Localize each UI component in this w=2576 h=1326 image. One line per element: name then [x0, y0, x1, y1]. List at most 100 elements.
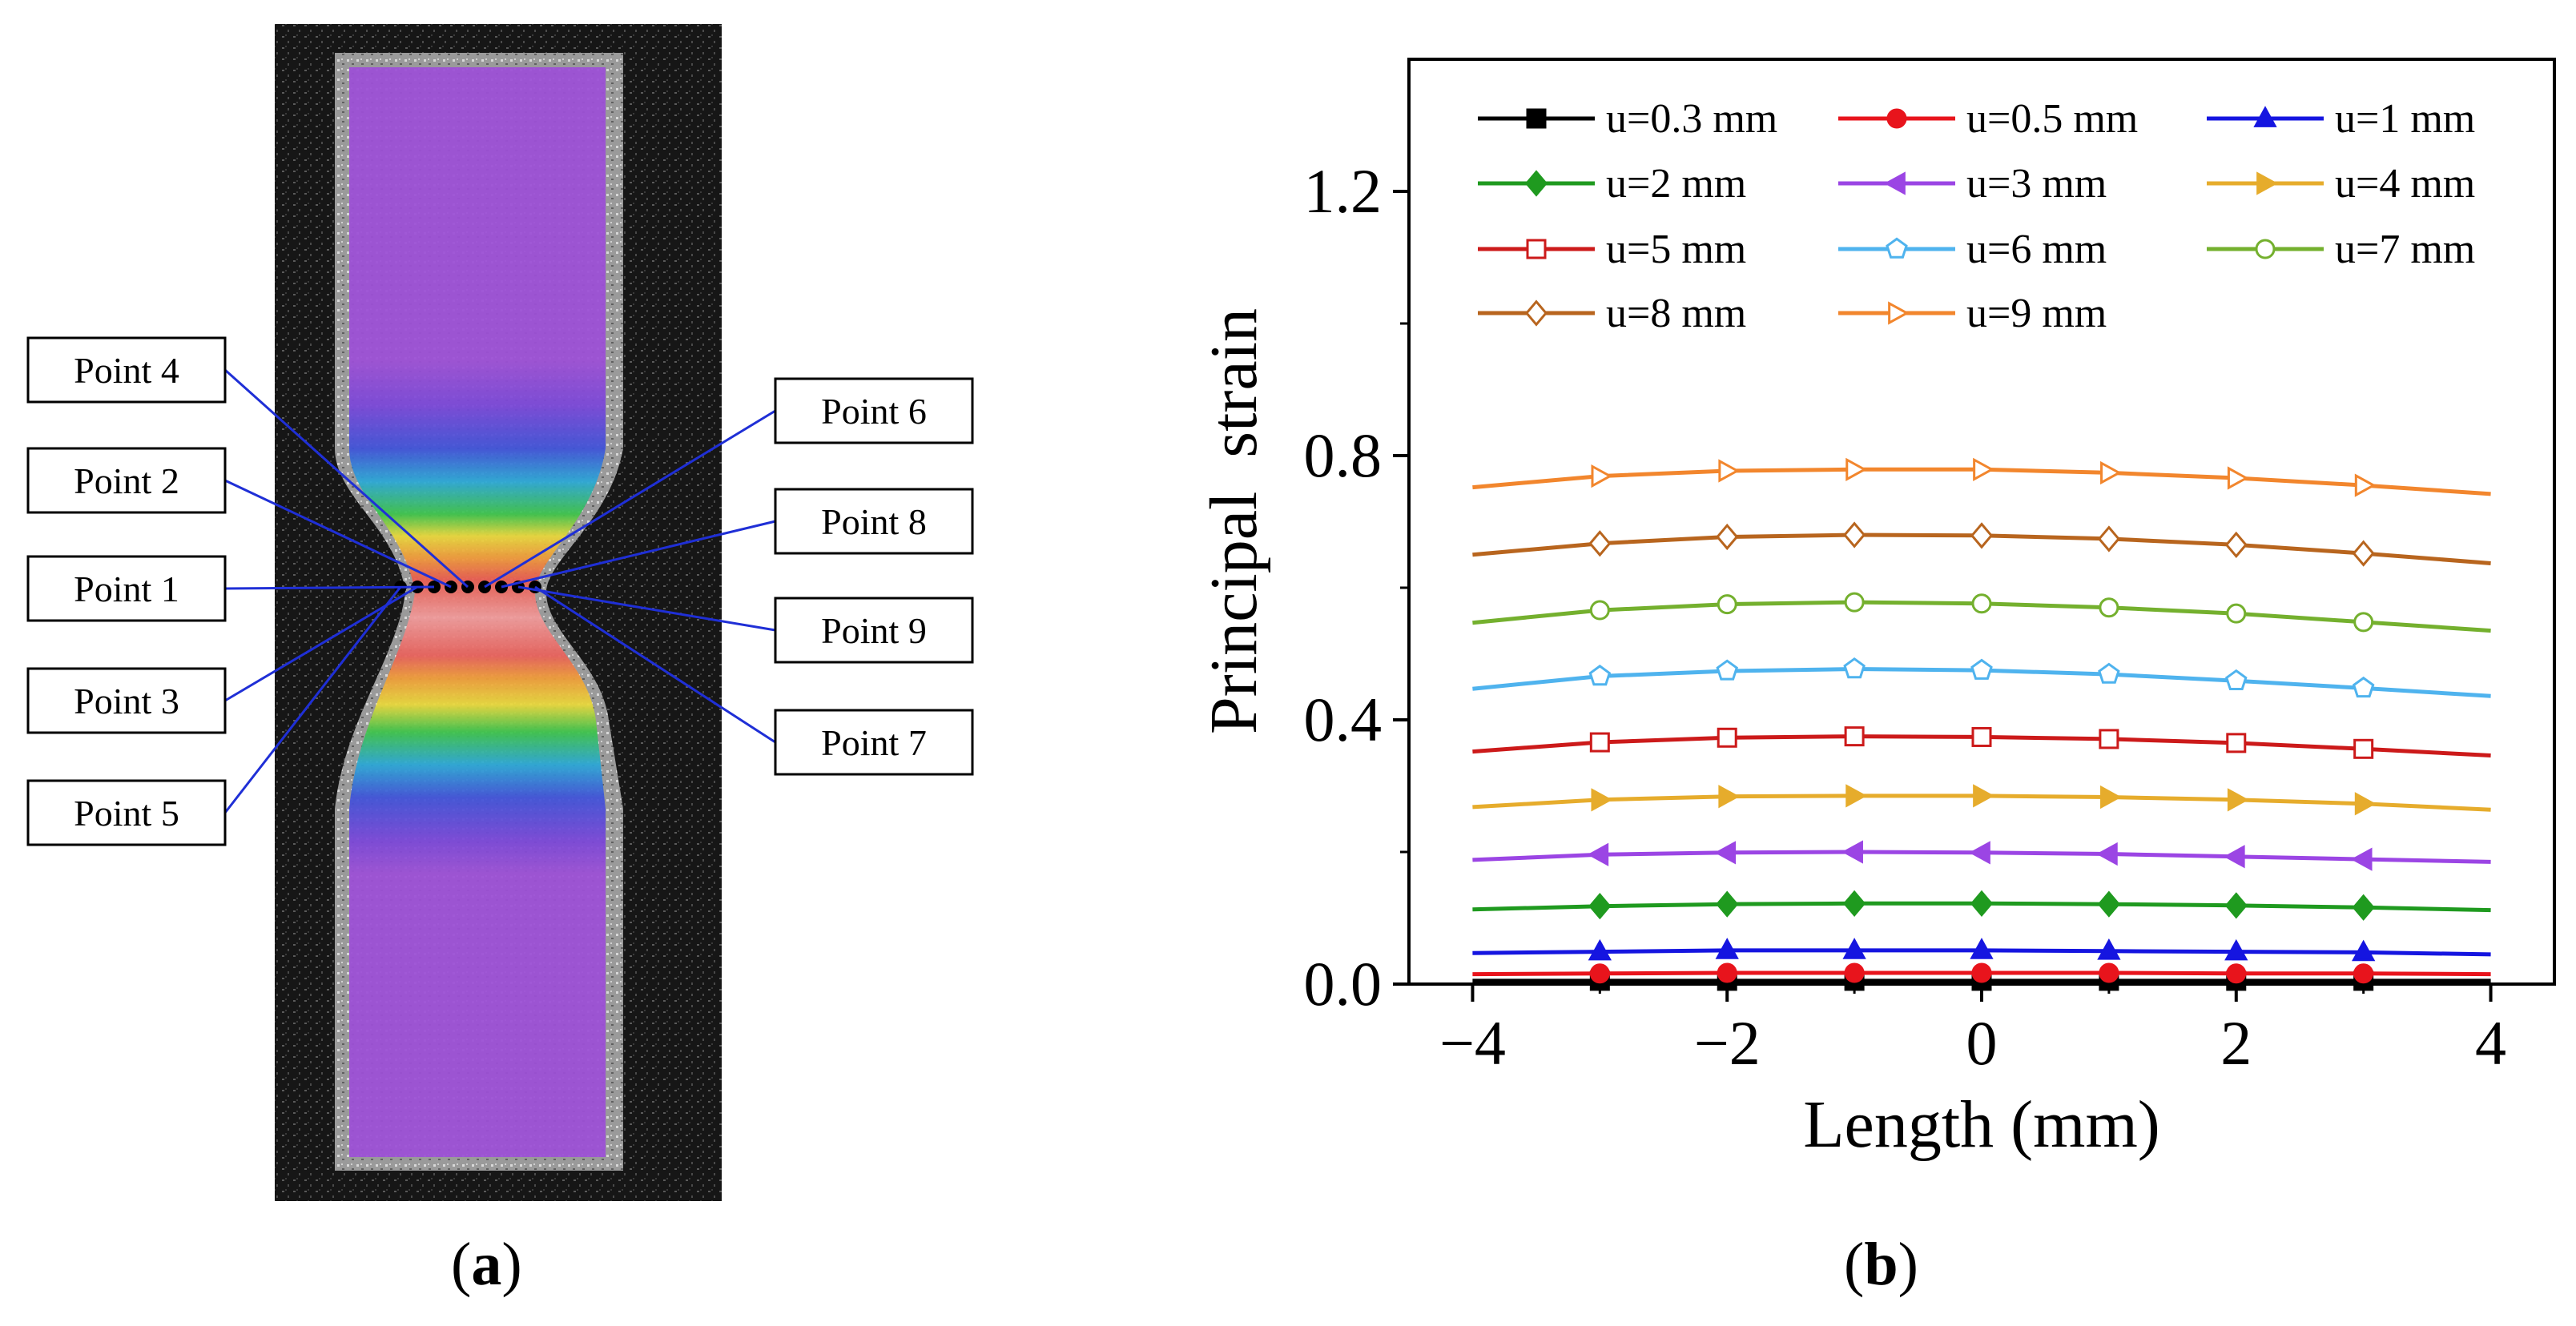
data-point [1587, 842, 1609, 866]
data-point [1843, 890, 1866, 917]
caption-b-letter: b [1864, 1231, 1898, 1298]
data-point [1591, 464, 1613, 488]
data-point [1588, 530, 1612, 557]
point-label-box [26, 555, 227, 622]
point-label-box [774, 377, 974, 444]
data-point [1589, 732, 1610, 753]
legend-item: u=6 mm [1838, 227, 2107, 272]
legend-marker [1886, 108, 1907, 129]
leader-line [484, 409, 776, 589]
y-tick-label: 1.2 [1304, 156, 1383, 226]
data-point [2353, 738, 2374, 759]
legend-marker [1526, 108, 1547, 129]
axes: −4 −2 0 2 4 0.0 0.4 0.8 1.2 [1304, 156, 2507, 1078]
data-point [2224, 669, 2248, 691]
data-point [1717, 962, 1737, 983]
legend-label: u=1 mm [2335, 96, 2475, 142]
data-point [1841, 840, 1863, 864]
x-tick-label: 4 [2475, 1008, 2506, 1078]
series-u-4-mm [1472, 784, 2491, 816]
leader-line [223, 586, 402, 814]
data-point [2099, 962, 2119, 983]
data-point [2100, 785, 2122, 810]
legend-label: u=8 mm [1606, 291, 1746, 336]
data-point [1588, 938, 1612, 961]
point-label-box [774, 709, 974, 776]
legend-marker [1886, 237, 1908, 259]
point-label-box [26, 779, 227, 846]
data-point [1971, 593, 1992, 614]
data-point [1588, 893, 1612, 920]
series-u-2-mm [1472, 890, 2491, 921]
data-point [2226, 963, 2247, 984]
y-tick-label: 0.4 [1304, 685, 1383, 754]
data-point [2354, 473, 2377, 497]
legend-item: u=2 mm [1478, 161, 1746, 207]
data-point [1970, 658, 1993, 680]
leader-line [501, 520, 776, 589]
data-point [2352, 939, 2376, 962]
data-point [1844, 726, 1865, 747]
legend-marker [1524, 170, 1548, 197]
data-point [2226, 733, 2247, 753]
x-tick-label: 2 [2220, 1008, 2252, 1078]
data-point [2227, 466, 2249, 490]
data-point [2226, 603, 2247, 624]
legend-marker [2256, 171, 2278, 195]
leader-line [224, 368, 469, 589]
point-label: Point 9 [821, 610, 927, 651]
data-point [1971, 726, 1992, 747]
x-tick-label: 0 [1966, 1008, 1998, 1078]
legend-marker [1884, 171, 1906, 195]
data-point [2224, 531, 2248, 558]
legend-label: u=9 mm [1966, 291, 2107, 336]
legend-item: u=4 mm [2207, 161, 2475, 207]
data-point [1716, 890, 1739, 918]
data-point [1973, 784, 1994, 808]
panel-a: Point 4 Point 2 Point 1 Point 3 Point 5 Point… [26, 24, 974, 1201]
data-point [1973, 457, 1994, 481]
legend-item: u=0.3 mm [1478, 96, 1777, 142]
series-u-0-5-mm [1472, 962, 2491, 984]
point-label-box [774, 488, 974, 555]
point-labels: Point 4 Point 2 Point 1 Point 3 Point 5 Point… [26, 336, 974, 846]
data-point [1843, 657, 1866, 679]
series-u-5-mm [1472, 726, 2491, 759]
data-point [1970, 938, 1994, 959]
point-label: Point 6 [821, 391, 927, 432]
data-point [2227, 788, 2249, 812]
data-point [2224, 892, 2248, 919]
data-point [1718, 785, 1740, 809]
legend-label: u=0.3 mm [1606, 96, 1777, 142]
leader-line [224, 479, 452, 589]
legend-label: u=7 mm [2335, 227, 2475, 272]
data-point [2352, 540, 2375, 567]
y-tick-label: 0.8 [1304, 420, 1383, 490]
data-point [2224, 845, 2245, 869]
data-point [1714, 841, 1737, 865]
point-label: Point 2 [74, 460, 179, 501]
data-point [1716, 659, 1739, 681]
leader-line [224, 585, 435, 590]
data-point [1844, 962, 1865, 983]
legend-item: u=7 mm [2207, 227, 2475, 272]
data-point [1971, 962, 1992, 983]
y-tick-label: 0.0 [1304, 949, 1383, 1019]
point-label: Point 4 [74, 350, 179, 391]
legend-item: u=9 mm [1838, 291, 2107, 336]
legend-label: u=2 mm [1606, 161, 1746, 207]
legend-label: u=4 mm [2335, 161, 2475, 207]
data-point [2352, 676, 2375, 698]
data-point [1589, 963, 1610, 984]
legend-label: u=5 mm [1606, 227, 1746, 272]
strain-contour [349, 67, 606, 1157]
data-point [1591, 788, 1613, 812]
series-lines [1472, 457, 2491, 991]
data-point [2097, 938, 2121, 960]
legend-item: u=1 mm [2207, 96, 2475, 142]
leader-line [534, 585, 776, 744]
point-label: Point 3 [74, 681, 179, 721]
data-point [1717, 727, 1737, 748]
point-label: Point 1 [74, 569, 179, 609]
x-axis-label: Length (mm) [1803, 1087, 2160, 1162]
